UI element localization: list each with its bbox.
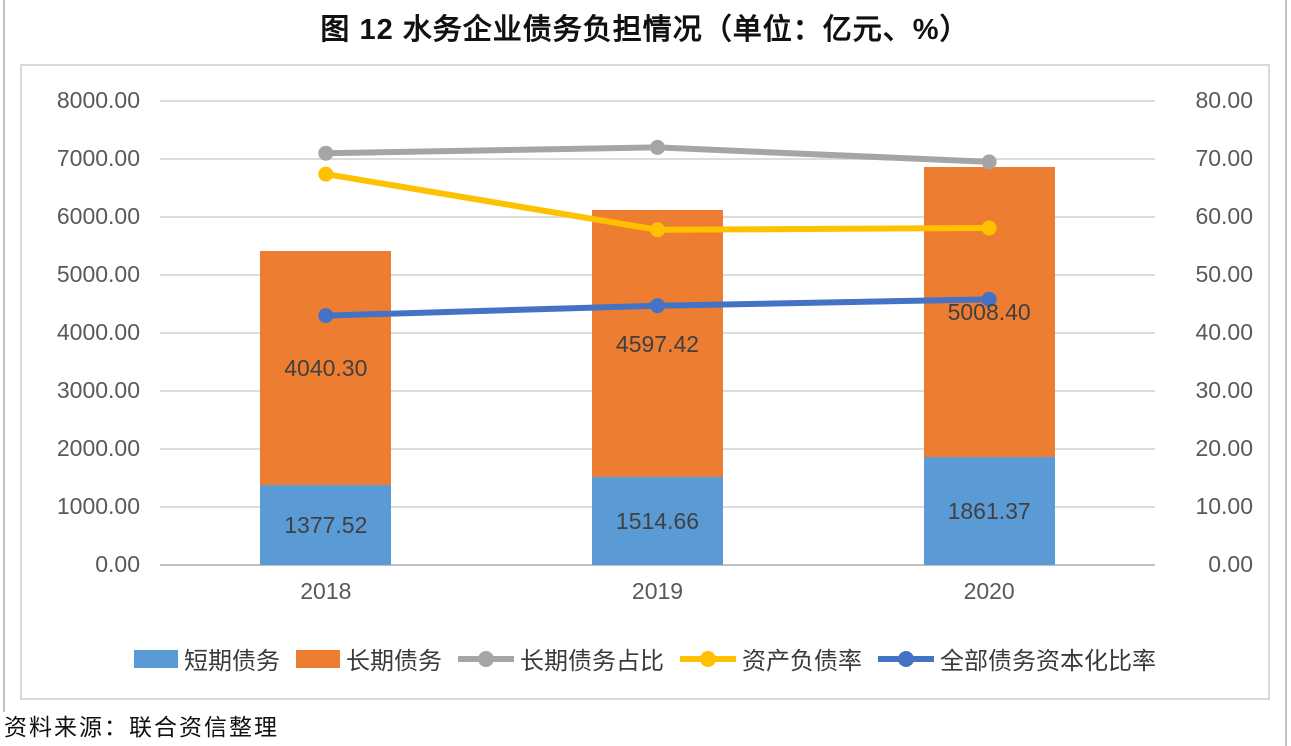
legend-item-长期债务: 长期债务 xyxy=(296,641,442,676)
legend-label: 全部债务资本化比率 xyxy=(940,648,1156,675)
legend-label: 长期债务 xyxy=(346,648,442,675)
legend-bar-swatch-icon xyxy=(134,649,178,668)
legend-label: 长期债务占比 xyxy=(520,648,664,675)
legend-line-marker xyxy=(478,650,494,667)
legend-label: 资产负债率 xyxy=(742,648,862,675)
chart-legend: 短期债务 长期债务 长期债务占比 资产负债率 全部债务资本化比率 xyxy=(20,641,1270,676)
legend-item-长期债务占比: 长期债务占比 xyxy=(458,641,664,676)
legend-line-swatch-icon xyxy=(878,649,934,669)
legend-line-marker xyxy=(700,650,716,667)
legend-line-swatch-icon xyxy=(680,649,736,669)
legend-item-短期债务: 短期债务 xyxy=(134,641,280,676)
legend-label: 短期债务 xyxy=(184,648,280,675)
legend-bar-swatch-icon xyxy=(296,649,340,668)
figure-title: 图 12 水务企业债务负担情况（单位：亿元、%） xyxy=(320,14,970,46)
legend-item-全部债务资本化比率: 全部债务资本化比率 xyxy=(878,641,1156,676)
page-border-left xyxy=(3,0,5,712)
legend-item-资产负债率: 资产负债率 xyxy=(680,641,862,676)
page-border-right xyxy=(1285,0,1287,746)
legend-line-marker xyxy=(898,650,914,667)
legend-line-swatch-icon xyxy=(458,649,514,669)
chart-area xyxy=(20,64,1270,700)
source-note: 资料来源：联合资信整理 xyxy=(4,715,279,740)
